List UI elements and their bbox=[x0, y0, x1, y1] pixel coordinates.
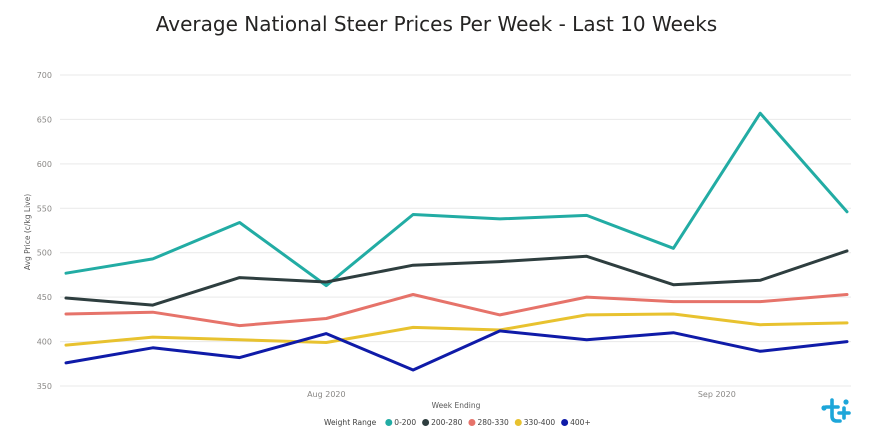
data-point-0-200[interactable] bbox=[844, 209, 850, 215]
data-point-280-330[interactable] bbox=[323, 315, 329, 321]
data-point-200-280[interactable] bbox=[497, 259, 503, 265]
y-axis-title: Avg Price (c/kg Live) bbox=[23, 194, 32, 270]
data-point-0-200[interactable] bbox=[410, 212, 416, 218]
data-point-0-200[interactable] bbox=[497, 216, 503, 222]
data-point-400+[interactable] bbox=[323, 331, 329, 337]
data-point-330-400[interactable] bbox=[63, 342, 69, 348]
chart-title: Average National Steer Prices Per Week -… bbox=[155, 12, 718, 36]
data-point-330-400[interactable] bbox=[410, 324, 416, 330]
data-point-0-200[interactable] bbox=[150, 256, 156, 262]
y-tick-label: 400 bbox=[37, 338, 52, 347]
data-point-280-330[interactable] bbox=[757, 299, 763, 305]
legend-label: 400+ bbox=[570, 418, 591, 427]
series-line-0-200[interactable] bbox=[64, 111, 849, 288]
data-point-280-330[interactable] bbox=[497, 312, 503, 318]
data-point-0-200[interactable] bbox=[670, 245, 676, 251]
data-point-200-280[interactable] bbox=[757, 277, 763, 283]
x-axis-ticks: Aug 2020 Sep 2020 bbox=[307, 390, 736, 399]
series-line-400+[interactable] bbox=[64, 329, 849, 372]
data-point-400+[interactable] bbox=[757, 348, 763, 354]
data-point-280-330[interactable] bbox=[63, 311, 69, 317]
legend-item-0-200[interactable]: 0-200 bbox=[385, 418, 416, 427]
data-point-0-200[interactable] bbox=[757, 110, 763, 116]
legend-label: 330-400 bbox=[524, 418, 556, 427]
data-point-200-280[interactable] bbox=[237, 275, 243, 281]
legend[interactable]: Weight Range 0-200 200-280 280-330 330-400 4… bbox=[324, 418, 591, 427]
legend-marker bbox=[561, 419, 569, 426]
data-point-400+[interactable] bbox=[584, 337, 590, 343]
y-tick-label: 550 bbox=[37, 204, 52, 213]
series-line-280-330[interactable] bbox=[64, 293, 849, 328]
data-point-330-400[interactable] bbox=[237, 337, 243, 343]
data-point-200-280[interactable] bbox=[410, 262, 416, 268]
data-point-400+[interactable] bbox=[410, 367, 416, 373]
legend-item-280-330[interactable]: 280-330 bbox=[468, 418, 509, 427]
legend-marker bbox=[468, 419, 476, 426]
data-point-400+[interactable] bbox=[63, 360, 69, 366]
data-point-400+[interactable] bbox=[150, 345, 156, 351]
data-point-200-280[interactable] bbox=[323, 279, 329, 285]
data-point-280-330[interactable] bbox=[584, 294, 590, 300]
data-point-200-280[interactable] bbox=[670, 282, 676, 288]
data-point-280-330[interactable] bbox=[410, 291, 416, 297]
series-lines bbox=[63, 110, 850, 373]
data-point-280-330[interactable] bbox=[670, 299, 676, 305]
data-point-400+[interactable] bbox=[670, 330, 676, 336]
y-tick-label: 350 bbox=[37, 382, 52, 391]
data-point-330-400[interactable] bbox=[844, 320, 850, 326]
legend-marker bbox=[514, 419, 522, 426]
legend-label: 0-200 bbox=[394, 418, 416, 427]
data-point-330-400[interactable] bbox=[757, 322, 763, 328]
legend-marker bbox=[385, 419, 393, 426]
brand-logo-icon bbox=[821, 398, 851, 423]
data-point-280-330[interactable] bbox=[237, 323, 243, 329]
data-point-400+[interactable] bbox=[844, 339, 850, 345]
legend-label: 200-280 bbox=[431, 418, 463, 427]
legend-marker bbox=[422, 419, 430, 426]
data-point-330-400[interactable] bbox=[584, 312, 590, 318]
data-point-0-200[interactable] bbox=[584, 212, 590, 218]
x-tick-label: Sep 2020 bbox=[698, 390, 736, 399]
data-point-280-330[interactable] bbox=[844, 291, 850, 297]
data-point-330-400[interactable] bbox=[323, 339, 329, 345]
legend-label: 280-330 bbox=[477, 418, 509, 427]
data-point-0-200[interactable] bbox=[237, 220, 243, 226]
y-tick-label: 500 bbox=[37, 249, 52, 258]
data-point-330-400[interactable] bbox=[150, 334, 156, 340]
y-tick-label: 450 bbox=[37, 293, 52, 302]
y-tick-label: 650 bbox=[37, 115, 52, 124]
data-point-200-280[interactable] bbox=[844, 248, 850, 254]
series-line-330-400[interactable] bbox=[64, 312, 849, 347]
data-point-0-200[interactable] bbox=[63, 270, 69, 276]
legend-title: Weight Range bbox=[324, 418, 377, 427]
data-point-200-280[interactable] bbox=[150, 302, 156, 308]
data-point-200-280[interactable] bbox=[63, 295, 69, 301]
x-tick-label: Aug 2020 bbox=[307, 390, 346, 399]
y-axis-ticks: 700 650 600 550 500 450 400 350 bbox=[37, 71, 52, 391]
legend-item-330-400[interactable]: 330-400 bbox=[514, 418, 556, 427]
data-point-280-330[interactable] bbox=[150, 309, 156, 315]
series-line-200-280[interactable] bbox=[64, 249, 849, 307]
data-point-400+[interactable] bbox=[497, 328, 503, 334]
data-point-330-400[interactable] bbox=[670, 311, 676, 317]
data-point-400+[interactable] bbox=[237, 355, 243, 361]
data-point-200-280[interactable] bbox=[584, 253, 590, 259]
legend-item-200-280[interactable]: 200-280 bbox=[422, 418, 463, 427]
legend-item-400+[interactable]: 400+ bbox=[561, 418, 591, 427]
y-tick-label: 700 bbox=[37, 71, 52, 80]
x-axis-title: Week Ending bbox=[432, 401, 481, 410]
y-tick-label: 600 bbox=[37, 160, 52, 169]
